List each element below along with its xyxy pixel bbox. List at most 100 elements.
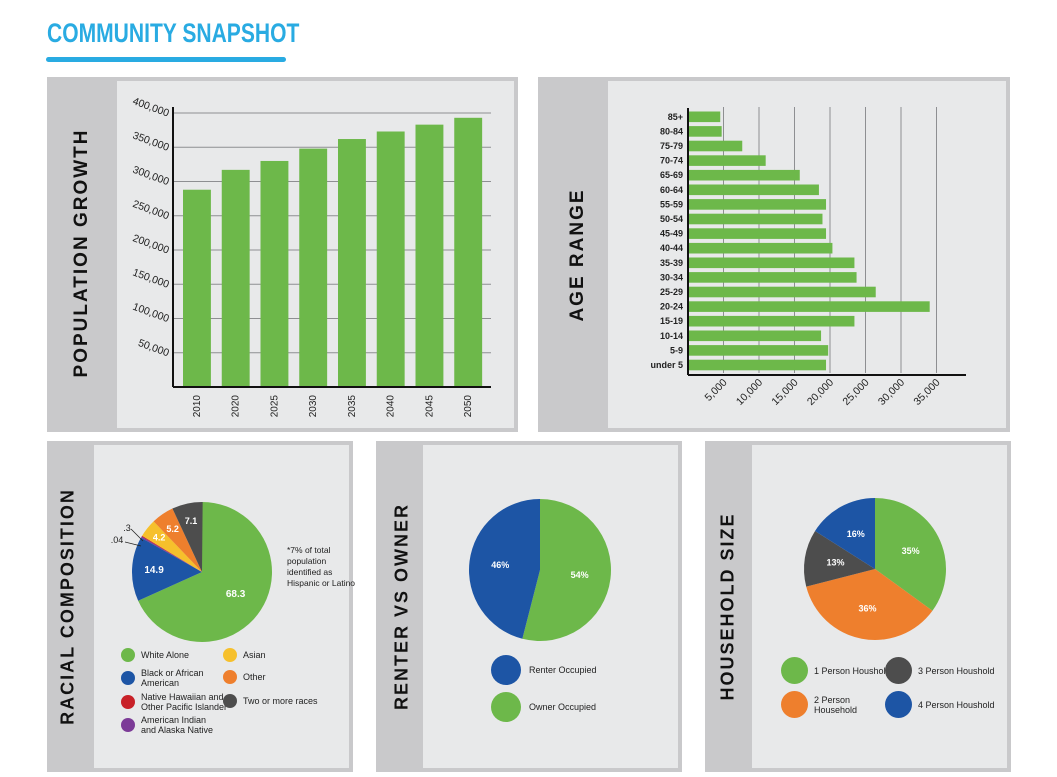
y-tick-label: 200,000 bbox=[131, 232, 171, 256]
slice-label: 13% bbox=[826, 558, 844, 568]
y-tick-label: 70-74 bbox=[660, 156, 683, 166]
bar-10-14 bbox=[689, 330, 822, 342]
legend-label: Black or African American bbox=[141, 668, 204, 688]
legend-renter: Renter Occupied bbox=[491, 655, 631, 685]
slice-label: 5.2 bbox=[166, 524, 179, 534]
slice-label: 35% bbox=[902, 546, 920, 556]
slice-white-alone bbox=[138, 502, 272, 642]
legend-dot bbox=[223, 670, 237, 684]
legend-label: 4 Person Houshold bbox=[918, 699, 995, 710]
x-tick-label: 20,000 bbox=[805, 377, 836, 408]
x-tick-label: 2035 bbox=[347, 395, 358, 418]
legend-other: Other bbox=[223, 670, 313, 684]
slice-3-person-houshold bbox=[804, 530, 875, 587]
slice-label: 14.9 bbox=[144, 565, 164, 576]
y-tick-label: 20-24 bbox=[660, 302, 683, 312]
legend-dot bbox=[491, 692, 521, 722]
slice-asian bbox=[142, 521, 202, 572]
y-tick-label: under 5 bbox=[650, 360, 683, 370]
slice-owner-occupied bbox=[522, 499, 611, 641]
bar-60-64 bbox=[689, 184, 819, 196]
legend-label: Native Hawaiian and Other Pacific Island… bbox=[141, 692, 228, 712]
x-tick-label: 25,000 bbox=[840, 377, 871, 408]
household-chart: 35% 36% 13% 16% bbox=[804, 498, 946, 640]
y-tick-label: 300,000 bbox=[131, 164, 171, 188]
bar-5-9 bbox=[689, 345, 829, 356]
x-tick-label: 2025 bbox=[269, 395, 280, 418]
legend-dot bbox=[781, 691, 808, 718]
slice-label: 7.1 bbox=[185, 516, 198, 526]
legend-2-person: 2 Person Household bbox=[781, 691, 891, 718]
y-tick-label: 55-59 bbox=[660, 199, 683, 209]
bar-65-69 bbox=[689, 169, 800, 181]
slice-other bbox=[153, 508, 202, 572]
legend-label: White Alone bbox=[141, 650, 190, 660]
bar-35-39 bbox=[689, 257, 855, 269]
slice-4-person-houshold bbox=[815, 498, 875, 569]
bar-50-54 bbox=[689, 213, 823, 225]
y-tick-label: 15-19 bbox=[660, 316, 683, 326]
race-note: *7% of total population identified as Hi… bbox=[287, 545, 356, 588]
x-tick-label: 30,000 bbox=[876, 377, 907, 408]
legend-dot bbox=[885, 691, 912, 718]
legend-label: Owner Occupied bbox=[529, 702, 597, 712]
leader-line bbox=[124, 541, 142, 547]
bar-55-59 bbox=[689, 199, 827, 210]
y-tick-label: 50-54 bbox=[660, 214, 683, 224]
slice-label: 16% bbox=[847, 529, 865, 539]
legend-label: Other bbox=[243, 672, 266, 682]
y-tick-label: 400,000 bbox=[131, 95, 171, 119]
y-tick-label: 350,000 bbox=[131, 130, 171, 154]
leader-line bbox=[130, 528, 144, 542]
renter-legend: Renter Occupied Owner Occupied bbox=[376, 441, 682, 772]
household-panel: HOUSEHOLD SIZE 35% 36% 13% 16% 1 Person Hou… bbox=[705, 441, 1011, 772]
bar-25-29 bbox=[689, 286, 876, 298]
title-underline bbox=[46, 57, 286, 62]
bar-2010 bbox=[183, 189, 211, 387]
bar-75-79 bbox=[689, 140, 743, 152]
y-tick-label: 30-34 bbox=[660, 272, 683, 282]
legend-american-indian: American Indian and Alaska Native bbox=[121, 715, 231, 735]
legend-dot bbox=[781, 657, 808, 684]
y-tick-label: 75-79 bbox=[660, 141, 683, 151]
bar-40-44 bbox=[689, 242, 833, 254]
age-panel: AGE RANGE 5,000 10,000 15,000 20,000 25,000 3… bbox=[538, 77, 1010, 432]
legend-dot bbox=[121, 671, 135, 685]
slice-label: 68.3 bbox=[226, 589, 246, 600]
legend-hawaiian: Native Hawaiian and Other Pacific Island… bbox=[121, 692, 251, 712]
bar-85+ bbox=[689, 111, 721, 123]
bar-2040 bbox=[376, 131, 405, 387]
x-tick-label: 2050 bbox=[463, 395, 474, 418]
legend-dot bbox=[491, 655, 521, 685]
legend-dot bbox=[121, 648, 135, 662]
bar-2050 bbox=[454, 117, 483, 388]
y-tick-label: 150,000 bbox=[131, 267, 171, 291]
y-tick-label: 60-64 bbox=[660, 185, 683, 195]
age-chart: 5,000 10,000 15,000 20,000 25,000 30,000 35,00… bbox=[650, 107, 966, 408]
slice-label: .04 bbox=[111, 535, 124, 545]
bar-under 5 bbox=[689, 359, 827, 371]
bar-80-84 bbox=[689, 126, 722, 137]
slice-renter-occupied bbox=[469, 499, 540, 639]
y-tick-label: 65-69 bbox=[660, 170, 683, 180]
bar-20-24 bbox=[689, 301, 930, 312]
x-tick-label: 2020 bbox=[231, 395, 242, 418]
legend-dot bbox=[121, 695, 135, 709]
y-tick-label: 100,000 bbox=[131, 301, 171, 325]
slice-label: 54% bbox=[571, 570, 589, 580]
bar-2020 bbox=[221, 169, 250, 387]
slice-black-or-african-american bbox=[132, 537, 202, 601]
population-chart: 50,000 100,000 150,000 200,000 250,000 300,00… bbox=[131, 95, 491, 418]
y-tick-label: 5-9 bbox=[670, 345, 683, 355]
y-tick-label: 85+ bbox=[668, 112, 683, 122]
bar-2025 bbox=[260, 160, 289, 387]
legend-label: 1 Person Houshold bbox=[814, 665, 891, 676]
y-tick-label: 45-49 bbox=[660, 229, 683, 239]
slice-label: 36% bbox=[858, 603, 876, 613]
legend-dot bbox=[121, 718, 135, 732]
legend-label: 3 Person Houshold bbox=[918, 665, 995, 676]
slice-2-person-household bbox=[806, 569, 933, 640]
legend-label: 2 Person Household bbox=[814, 694, 858, 715]
y-tick-label: 40-44 bbox=[660, 243, 683, 253]
bar-15-19 bbox=[689, 315, 855, 327]
